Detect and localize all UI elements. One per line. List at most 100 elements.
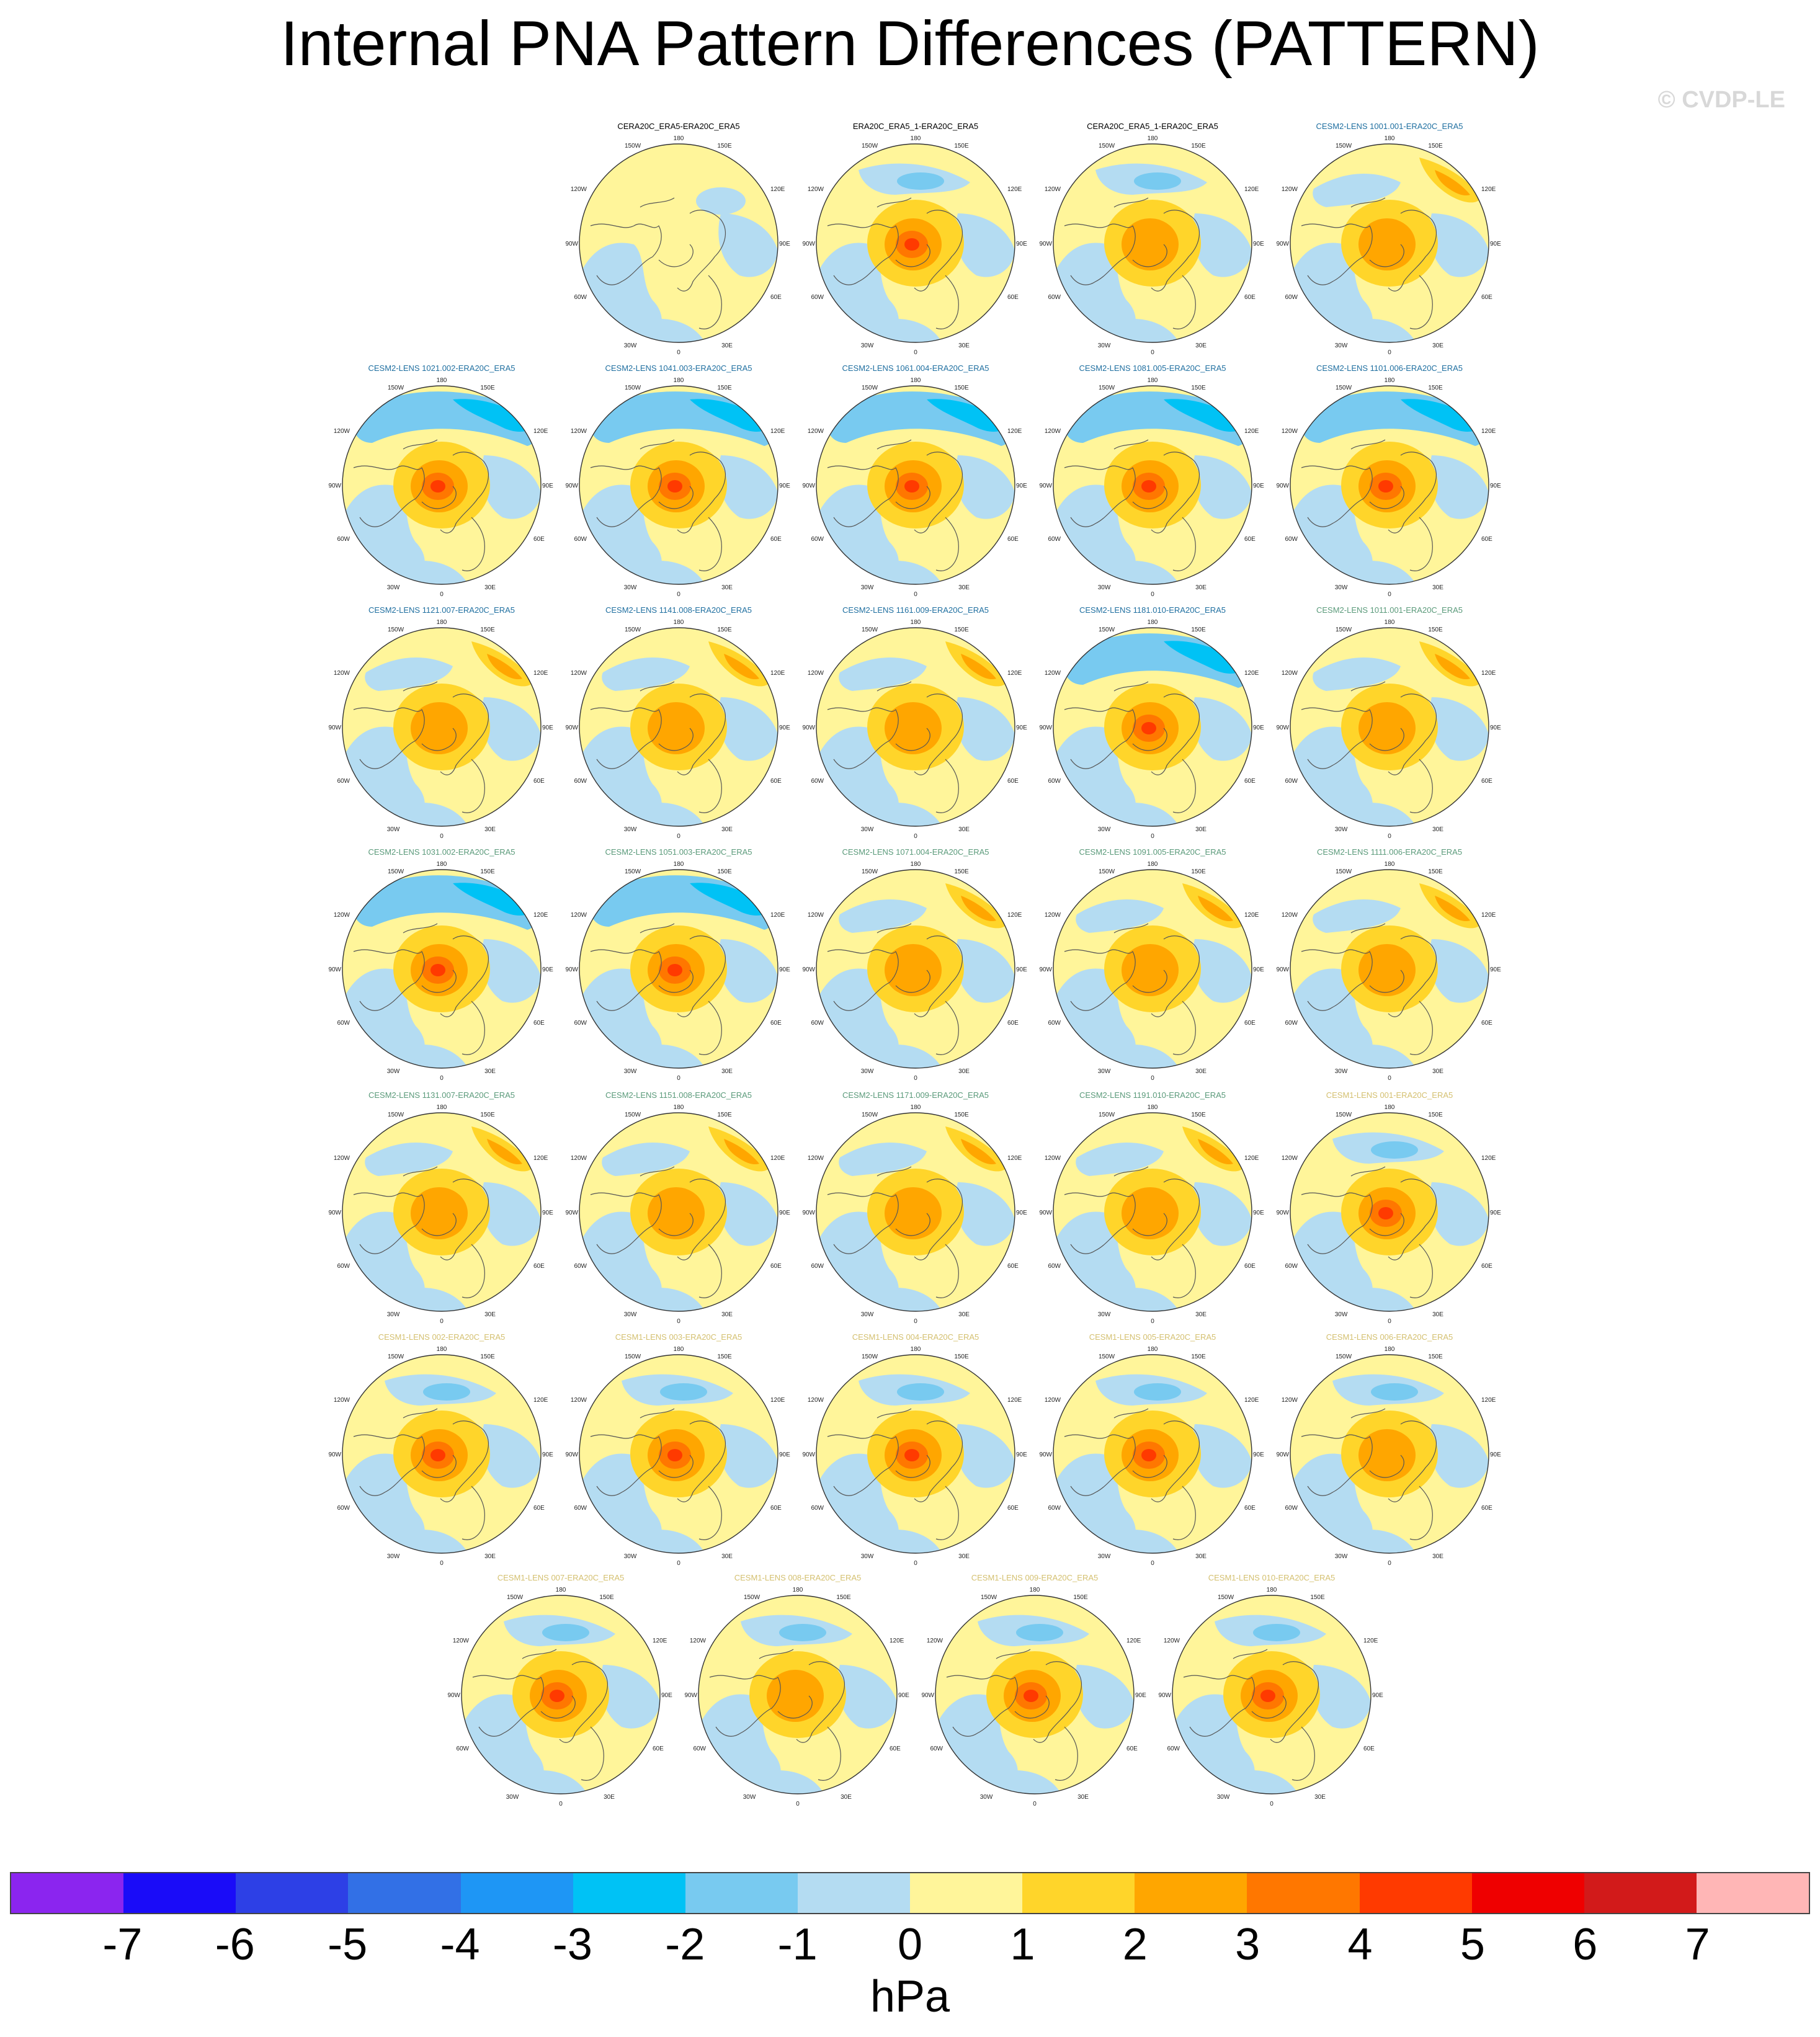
map-tick-label: 120E: [1244, 670, 1259, 677]
polar-map: 180 150W 150E 120W 120E 90W 90E 60W 60E 30W 30E 0: [566, 377, 790, 598]
map-tick-label: 30W: [387, 584, 400, 591]
map-tick-label: 120W: [1045, 912, 1061, 919]
map-tick-label: 120W: [1282, 670, 1298, 677]
map-panel: CESM1-LENS 004-ERA20C_ERA5 180 150W 150E 120…: [803, 1332, 1028, 1568]
map-tick-label: 30E: [1195, 1068, 1207, 1075]
map-tick-label: 150E: [1428, 626, 1443, 633]
colorbar-tick: 0: [897, 1920, 923, 1969]
map-tick-label: 150W: [1099, 868, 1115, 875]
map-tick-label: 90W: [803, 966, 816, 973]
map-tick-label: 120W: [1282, 1397, 1298, 1404]
map-tick-label: 60W: [337, 1020, 350, 1027]
map-tick-label: 120E: [1244, 428, 1259, 435]
map-tick-label: 0: [677, 591, 680, 598]
map-tick-label: 120E: [533, 670, 548, 677]
colorbar-tick: 2: [1122, 1920, 1148, 1969]
map-tick-label: 90E: [1490, 241, 1501, 247]
map-tick-label: 90E: [779, 483, 790, 489]
colorbar: [10, 1872, 1810, 1914]
map-tick-label: 180: [911, 1346, 921, 1353]
map-tick-label: 90W: [803, 241, 816, 247]
map-panel: CESM1-LENS 002-ERA20C_ERA5 180 150W 150E 120…: [329, 1332, 555, 1568]
map-tick-label: 60W: [1285, 1020, 1298, 1027]
map-tick-label: 90E: [779, 724, 790, 731]
map-tick-label: 180: [1148, 619, 1158, 626]
map-tick-label: 0: [1388, 349, 1391, 356]
map-panel: CESM1-LENS 007-ERA20C_ERA5 180 150W 150E 120…: [448, 1573, 674, 1809]
colorbar-segment: [348, 1873, 461, 1913]
map-tick-label: 90W: [1040, 966, 1053, 973]
map-tick-label: 90W: [566, 966, 579, 973]
map-tick-label: 30W: [624, 1068, 637, 1075]
map-panel: CESM2-LENS 1001.001-ERA20C_ERA5 180 150W 15…: [1277, 122, 1502, 357]
map-tick-label: 150W: [744, 1594, 761, 1601]
panel-title: CESM2-LENS 1021.002-ERA20C_ERA5: [368, 363, 515, 373]
map-tick-label: 30W: [1098, 1068, 1111, 1075]
map-tick-label: 60W: [1048, 294, 1061, 301]
map-tick-label: 30E: [484, 1311, 496, 1318]
map-tick-label: 120W: [1282, 428, 1298, 435]
map-tick-label: 0: [677, 349, 680, 356]
map-tick-label: 30W: [506, 1794, 519, 1801]
map-tick-label: 60E: [1244, 1020, 1256, 1027]
map-tick-label: 120E: [770, 912, 785, 919]
map-tick-label: 30W: [861, 1553, 874, 1560]
map-tick-label: 60E: [533, 1505, 545, 1512]
map-tick-label: 90E: [1253, 724, 1264, 731]
panel-title: CESM1-LENS 010-ERA20C_ERA5: [1208, 1573, 1336, 1582]
map-tick-label: 60E: [1007, 1020, 1019, 1027]
panel-title: CESM2-LENS 1041.003-ERA20C_ERA5: [605, 363, 752, 373]
polar-map: 180 150W 150E 120W 120E 90W 90E 60W 60E 30W 30E 0: [803, 1104, 1027, 1325]
map-tick-label: 180: [1148, 861, 1158, 868]
map-tick-label: 90W: [566, 483, 579, 489]
map-tick-label: 90W: [329, 966, 342, 973]
copyright-label: © CVDP-LE: [1657, 87, 1785, 113]
map-tick-label: 90E: [1490, 1210, 1501, 1216]
map-tick-label: 150E: [480, 1112, 495, 1118]
map-tick-label: 150W: [1099, 626, 1115, 633]
map-tick-label: 60W: [574, 1505, 587, 1512]
map-tick-label: 120E: [770, 428, 785, 435]
map-tick-label: 0: [677, 1560, 680, 1567]
map-tick-label: 30E: [841, 1794, 852, 1801]
map-tick-label: 60W: [574, 778, 587, 785]
polar-map: 180 150W 150E 120W 120E 90W 90E 60W 60E 30W 30E 0: [685, 1587, 909, 1807]
map-tick-label: 150W: [862, 143, 878, 149]
map-tick-label: 30W: [387, 1068, 400, 1075]
map-tick-label: 30E: [1314, 1794, 1326, 1801]
map-tick-label: 150W: [1336, 1353, 1352, 1360]
map-tick-label: 30E: [1195, 826, 1207, 833]
map-tick-label: 150W: [1099, 1112, 1115, 1118]
map-tick-label: 90W: [1040, 241, 1053, 247]
map-tick-label: 60E: [770, 1505, 782, 1512]
panel-title: CESM1-LENS 003-ERA20C_ERA5: [615, 1332, 743, 1342]
map-tick-label: 90W: [685, 1692, 698, 1699]
map-tick-label: 120E: [1244, 1155, 1259, 1162]
map-tick-label: 150E: [1428, 143, 1443, 149]
map-tick-label: 150W: [388, 385, 404, 391]
map-tick-label: 150W: [981, 1594, 997, 1601]
panel-title: CERA20C_ERA5_1-ERA20C_ERA5: [1087, 122, 1218, 131]
map-tick-label: 30W: [387, 1311, 400, 1318]
map-tick-label: 120E: [1007, 428, 1022, 435]
map-tick-label: 30E: [1432, 584, 1443, 591]
map-tick-label: 30W: [624, 826, 637, 833]
panel-title: CESM1-LENS 002-ERA20C_ERA5: [378, 1332, 506, 1342]
map-tick-label: 180: [1030, 1587, 1040, 1593]
map-tick-label: 120W: [571, 186, 587, 193]
map-tick-label: 30E: [958, 826, 970, 833]
map-tick-label: 90W: [566, 724, 579, 731]
map-tick-label: 150W: [625, 385, 641, 391]
colorbar-segment: [1696, 1873, 1809, 1913]
panel-title: CESM2-LENS 1051.003-ERA20C_ERA5: [605, 847, 752, 857]
map-tick-label: 90E: [1016, 241, 1027, 247]
figure-title: Internal PNA Pattern Differences (PATTER…: [280, 8, 1540, 79]
map-tick-label: 30W: [624, 584, 637, 591]
map-tick-label: 180: [437, 1104, 447, 1111]
map-tick-label: 90W: [329, 724, 342, 731]
map-tick-label: 150E: [1191, 626, 1206, 633]
map-tick-label: 120W: [1164, 1638, 1180, 1644]
polar-map: 180 150W 150E 120W 120E 90W 90E 60W 60E 30W 30E 0: [1040, 861, 1264, 1082]
map-tick-label: 120W: [1282, 1155, 1298, 1162]
map-tick-label: 90W: [448, 1692, 461, 1699]
